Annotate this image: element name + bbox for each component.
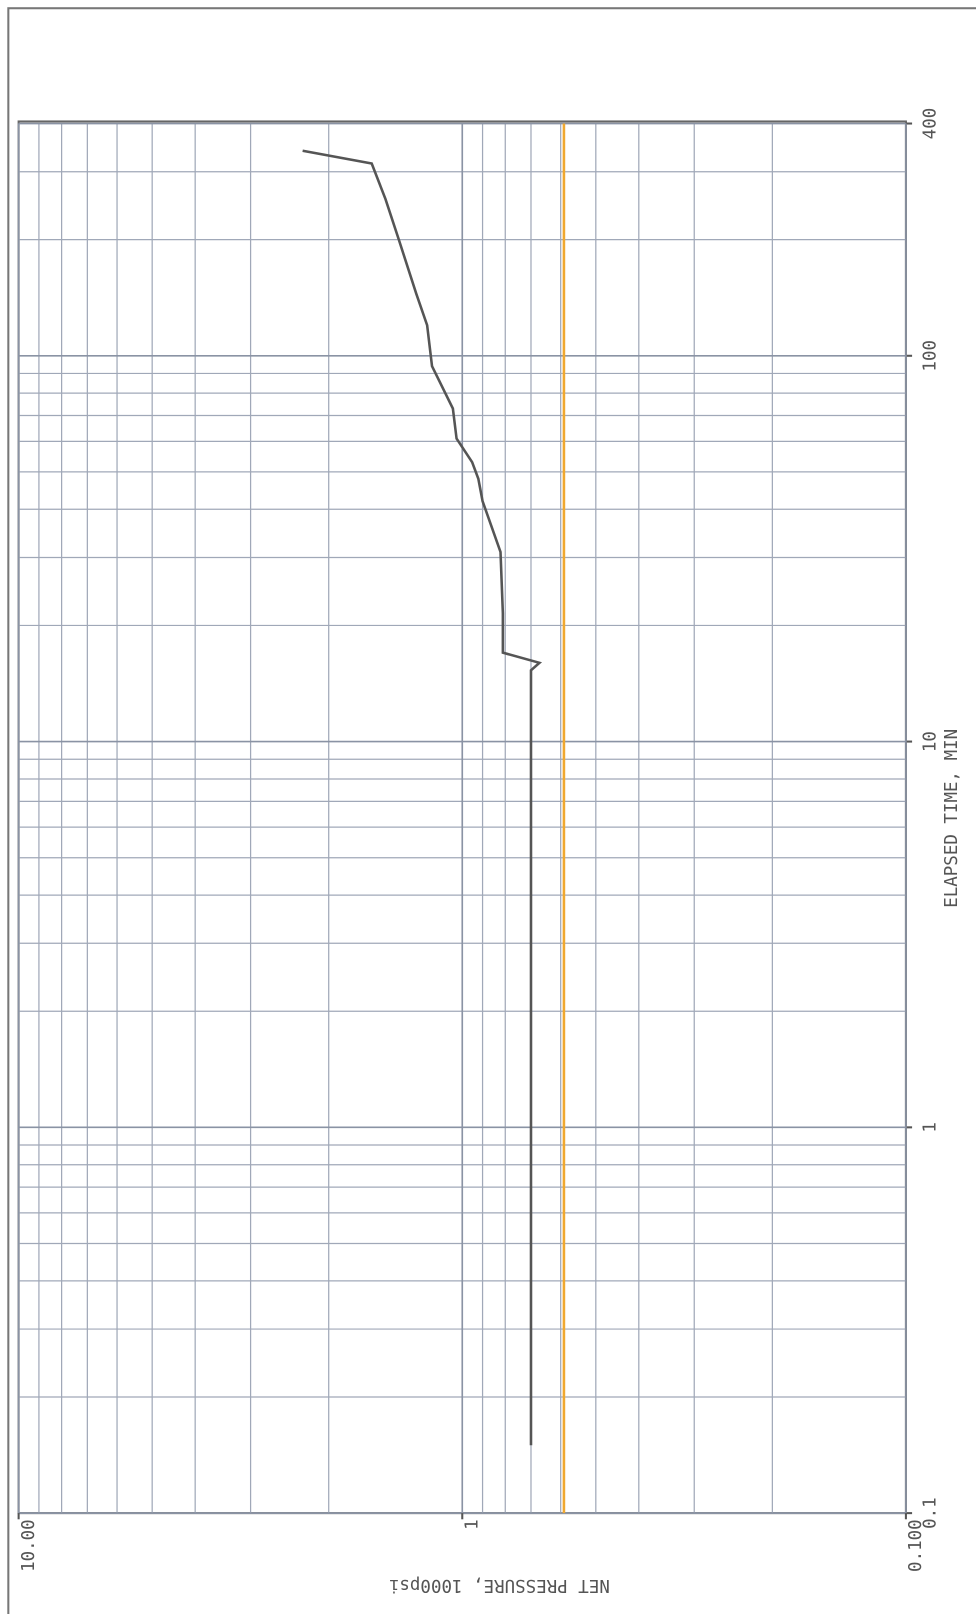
x-tick-label: 100 (921, 340, 941, 372)
y-axis-label: NET PRESSURE, 1000psi (389, 1575, 610, 1595)
x-tick-label: 10 (921, 731, 941, 752)
data-line (302, 149, 543, 1446)
x-tick-label: 400 (921, 108, 941, 140)
y-tick-label: 10.00 (19, 1519, 39, 1572)
x-tick-label: 1 (921, 1122, 941, 1133)
y-tick-label: 1 (463, 1519, 483, 1530)
x-axis-label: ELAPSED TIME, MIN (942, 729, 962, 908)
y-tick-label: 0.100 (906, 1519, 926, 1572)
x-tick-label: 0.1 (921, 1497, 941, 1529)
frame (7, 7, 976, 1618)
